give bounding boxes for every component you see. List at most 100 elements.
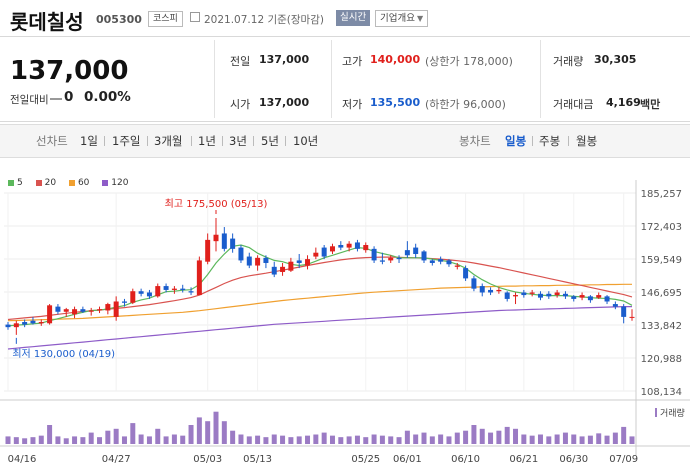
tab-separator [222, 136, 223, 146]
volume-bar [255, 435, 261, 444]
line-chart-label: 선차트 [36, 134, 68, 148]
candle-body [80, 309, 86, 312]
volume-legend-label: 거래량 [660, 407, 685, 419]
x-tick-label: 05/25 [351, 454, 380, 465]
volume-bar [396, 437, 402, 444]
x-tick-label: 04/16 [8, 454, 37, 465]
candle-body [629, 316, 635, 318]
volume-bar [629, 436, 635, 444]
tab-10y[interactable]: 10년 [293, 134, 319, 148]
volume-bar [587, 435, 593, 444]
ma60-line [7, 283, 632, 322]
y-tick-label: 120,988 [641, 354, 682, 365]
candle-body [196, 260, 202, 296]
volume-bar [612, 432, 618, 444]
volume-bar [404, 430, 410, 444]
summary-divider [214, 40, 215, 118]
volume-bar [47, 425, 53, 444]
candle-body [321, 247, 327, 257]
volume-bar [346, 436, 352, 444]
candle-body [504, 292, 510, 299]
candle-body [429, 260, 435, 263]
stock-code: 005300 [96, 13, 142, 26]
candle-body [346, 243, 352, 248]
candle-body [271, 266, 277, 275]
candle-body [546, 293, 552, 297]
candle-body [213, 234, 219, 242]
candle-body [246, 256, 252, 266]
candle-body [138, 291, 144, 294]
candle-body [146, 292, 152, 297]
y-tick-label: 159,549 [641, 255, 682, 266]
candle-body [280, 266, 286, 272]
legend-ma20: 20 [35, 178, 56, 188]
volume-bar [97, 437, 103, 444]
candle-body [329, 246, 335, 252]
x-tick-label: 04/27 [102, 454, 131, 465]
volume-bar [30, 437, 36, 444]
candle-body [113, 301, 119, 317]
realtime-button[interactable]: 실시간 [336, 10, 371, 26]
candle-body [205, 239, 211, 262]
tab-5y[interactable]: 5년 [261, 134, 279, 148]
volume-bar [488, 432, 494, 444]
volume-bar [180, 435, 186, 444]
candle-body [388, 257, 394, 261]
tab-1y[interactable]: 1년 [198, 134, 216, 148]
candle-body [413, 247, 419, 254]
candle-body [587, 296, 593, 301]
tab-1w[interactable]: 1주일 [112, 134, 141, 148]
tab-separator [147, 136, 148, 146]
volume-bar [354, 435, 360, 444]
tab-daily[interactable]: 일봉 [505, 134, 527, 148]
volume-bar [529, 435, 535, 444]
volume-bar [313, 434, 319, 444]
tab-1d[interactable]: 1일 [80, 134, 98, 148]
volume-bar [454, 432, 460, 444]
summary-divider [540, 40, 541, 118]
volume-bar [196, 417, 202, 444]
tab-3y[interactable]: 3년 [229, 134, 247, 148]
tab-3m[interactable]: 3개월 [154, 134, 183, 148]
volume-bar [413, 434, 419, 444]
y-tick-label: 108,134 [641, 387, 682, 398]
legend-ma5: 5 [8, 178, 23, 188]
prev-close-label: 전일 [230, 55, 251, 68]
candle-body [471, 278, 477, 289]
volume-bar [72, 436, 78, 444]
tab-monthly[interactable]: 월봉 [576, 134, 598, 148]
volume-bar [321, 432, 327, 444]
amount-unit: 백만 [640, 98, 661, 111]
x-tick-label: 05/03 [193, 454, 222, 465]
volume-bar [571, 434, 577, 444]
x-tick-label: 07/09 [609, 454, 638, 465]
tab-separator [104, 136, 105, 146]
volume-bar [521, 434, 527, 444]
high-label: 고가 [342, 55, 363, 68]
ma-legend: 5 20 60 120 [8, 178, 138, 188]
candle-body [255, 257, 261, 266]
candle-body [105, 304, 111, 311]
calendar-icon [190, 12, 200, 22]
tab-weekly[interactable]: 주봉 [539, 134, 561, 148]
x-tick-label: 06/10 [451, 454, 480, 465]
chart-period-tabs: 선차트 1일 1주일 3개월 1년 3년 5년 10년 봉차트 일봉 주봉 월봉 [0, 124, 690, 158]
upper-limit: (상한가 178,000) [425, 55, 513, 68]
candle-body [313, 252, 319, 257]
candle-body [454, 265, 460, 267]
candle-body [121, 301, 127, 303]
volume-bar [271, 434, 277, 444]
volume-bar [379, 435, 385, 444]
volume-bar [305, 435, 311, 444]
volume-bar [338, 437, 344, 444]
y-tick-label: 133,842 [641, 321, 682, 332]
candle-body [288, 261, 294, 271]
company-info-button[interactable]: 기업개요 ▼ [375, 10, 429, 27]
candle-body [97, 309, 103, 311]
volume-bar [296, 436, 302, 444]
ma5-line [7, 244, 633, 327]
candle-body [180, 288, 186, 290]
candle-body [554, 292, 560, 296]
volume-bar [22, 438, 28, 444]
